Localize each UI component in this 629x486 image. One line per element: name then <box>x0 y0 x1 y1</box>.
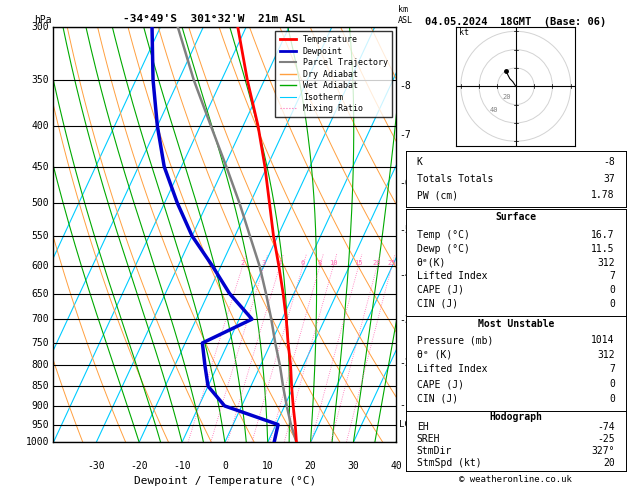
Text: -2: -2 <box>399 358 411 368</box>
Text: 900: 900 <box>31 401 49 411</box>
Text: 1.78: 1.78 <box>591 191 615 200</box>
Text: 6: 6 <box>301 260 305 266</box>
Text: 300: 300 <box>31 22 49 32</box>
Text: 20: 20 <box>503 94 511 100</box>
Text: Dewpoint / Temperature (°C): Dewpoint / Temperature (°C) <box>134 475 316 486</box>
Text: -74: -74 <box>597 422 615 433</box>
Text: -3: -3 <box>399 315 411 325</box>
Text: PW (cm): PW (cm) <box>416 191 458 200</box>
Text: Totals Totals: Totals Totals <box>416 174 493 184</box>
Text: 16.7: 16.7 <box>591 230 615 240</box>
Text: θᵉ(K): θᵉ(K) <box>416 258 446 267</box>
Text: 20: 20 <box>373 260 381 266</box>
Text: 37: 37 <box>603 174 615 184</box>
Text: Most Unstable: Most Unstable <box>477 319 554 329</box>
Text: -8: -8 <box>399 81 411 91</box>
Text: Pressure (mb): Pressure (mb) <box>416 335 493 345</box>
Text: 1014: 1014 <box>591 335 615 345</box>
Text: -30: -30 <box>87 461 105 471</box>
Text: -10: -10 <box>173 461 191 471</box>
Text: 550: 550 <box>31 231 49 241</box>
Text: -34°49'S  301°32'W  21m ASL: -34°49'S 301°32'W 21m ASL <box>123 14 306 24</box>
Text: Mixing Ratio (g/kg): Mixing Ratio (g/kg) <box>419 246 428 348</box>
Text: EH: EH <box>416 422 428 433</box>
Text: km
ASL: km ASL <box>398 5 413 25</box>
Text: -4: -4 <box>399 270 411 280</box>
Text: 7: 7 <box>609 364 615 374</box>
Text: Lifted Index: Lifted Index <box>416 271 487 281</box>
Text: -25: -25 <box>597 434 615 444</box>
Text: 20: 20 <box>304 461 316 471</box>
Text: Dewp (°C): Dewp (°C) <box>416 244 470 254</box>
Text: 11.5: 11.5 <box>591 244 615 254</box>
Text: CAPE (J): CAPE (J) <box>416 379 464 389</box>
Text: 04.05.2024  18GMT  (Base: 06): 04.05.2024 18GMT (Base: 06) <box>425 17 606 27</box>
Text: 1000: 1000 <box>26 437 49 447</box>
Text: 600: 600 <box>31 261 49 271</box>
Text: CIN (J): CIN (J) <box>416 299 458 309</box>
Text: -20: -20 <box>130 461 148 471</box>
Text: Lifted Index: Lifted Index <box>416 364 487 374</box>
Text: 312: 312 <box>597 258 615 267</box>
Text: 4: 4 <box>278 260 282 266</box>
Text: 0: 0 <box>609 285 615 295</box>
Text: 750: 750 <box>31 338 49 348</box>
Text: 15: 15 <box>354 260 363 266</box>
Text: 10: 10 <box>329 260 338 266</box>
Legend: Temperature, Dewpoint, Parcel Trajectory, Dry Adiabat, Wet Adiabat, Isotherm, Mi: Temperature, Dewpoint, Parcel Trajectory… <box>276 31 392 117</box>
Text: 312: 312 <box>597 350 615 360</box>
Text: -6: -6 <box>399 178 411 188</box>
Text: 850: 850 <box>31 381 49 391</box>
Text: hPa: hPa <box>35 15 52 25</box>
Text: Hodograph: Hodograph <box>489 413 542 422</box>
Text: 7: 7 <box>609 271 615 281</box>
Text: 3: 3 <box>262 260 266 266</box>
Text: K: K <box>416 157 423 167</box>
Text: 30: 30 <box>348 461 359 471</box>
Text: 0: 0 <box>222 461 228 471</box>
Text: Temp (°C): Temp (°C) <box>416 230 470 240</box>
Text: 0: 0 <box>609 299 615 309</box>
Text: Surface: Surface <box>495 212 537 222</box>
Text: StmDir: StmDir <box>416 446 452 456</box>
Text: -8: -8 <box>603 157 615 167</box>
Text: 500: 500 <box>31 198 49 208</box>
Text: 10: 10 <box>262 461 274 471</box>
Text: CIN (J): CIN (J) <box>416 394 458 404</box>
Text: 327°: 327° <box>591 446 615 456</box>
Text: 2: 2 <box>240 260 245 266</box>
Text: -7: -7 <box>399 130 411 140</box>
Text: 40: 40 <box>490 107 499 113</box>
Text: CAPE (J): CAPE (J) <box>416 285 464 295</box>
Text: StmSpd (kt): StmSpd (kt) <box>416 457 481 468</box>
Text: 700: 700 <box>31 314 49 324</box>
Text: -5: -5 <box>399 225 411 235</box>
Text: 20: 20 <box>603 457 615 468</box>
Text: SREH: SREH <box>416 434 440 444</box>
Text: LCL: LCL <box>399 420 415 429</box>
Text: 40: 40 <box>391 461 402 471</box>
Text: 450: 450 <box>31 162 49 172</box>
Text: © weatheronline.co.uk: © weatheronline.co.uk <box>459 474 572 484</box>
Text: 950: 950 <box>31 419 49 430</box>
Text: 8: 8 <box>318 260 322 266</box>
Text: 800: 800 <box>31 360 49 370</box>
Text: 25: 25 <box>387 260 396 266</box>
Text: 350: 350 <box>31 75 49 85</box>
Text: 0: 0 <box>609 394 615 404</box>
Text: θᵉ (K): θᵉ (K) <box>416 350 452 360</box>
Text: 0: 0 <box>609 379 615 389</box>
Text: 650: 650 <box>31 289 49 298</box>
Text: 400: 400 <box>31 121 49 131</box>
Text: -1: -1 <box>399 400 411 410</box>
Text: kt: kt <box>459 28 469 37</box>
